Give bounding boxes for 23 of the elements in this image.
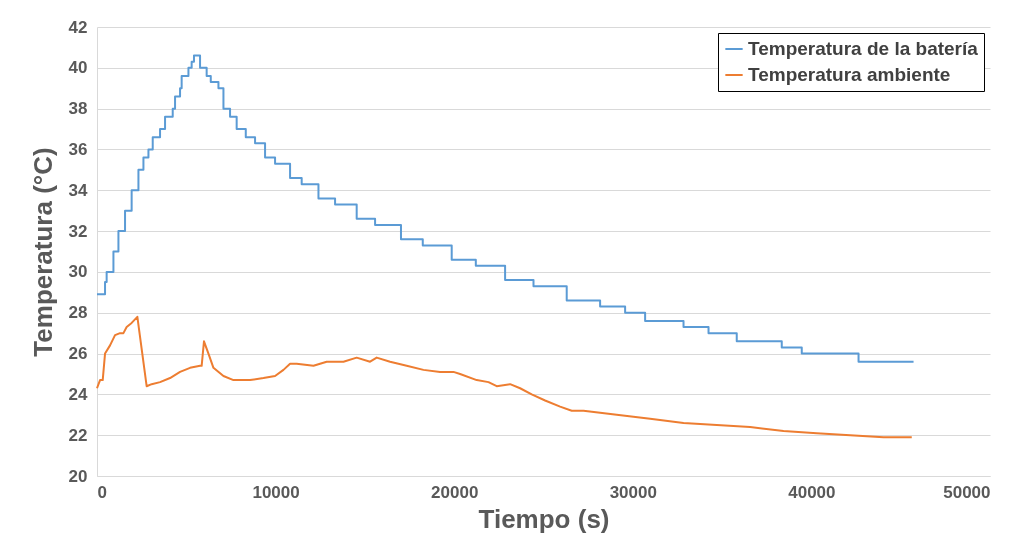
- y-tick-label: 20: [68, 466, 88, 486]
- x-tick-label: 20000: [431, 482, 479, 502]
- y-tick-label: 28: [68, 303, 88, 323]
- y-tick-label: 24: [68, 384, 89, 404]
- y-tick-label: 34: [68, 180, 89, 200]
- x-tick-label: 30000: [609, 482, 657, 502]
- y-axis-title: Temperatura (°C): [27, 147, 58, 357]
- y-tick-label: 38: [68, 99, 88, 119]
- x-tick-label: 40000: [788, 482, 836, 502]
- line-series: [96, 315, 913, 439]
- y-tick-label: 32: [68, 221, 88, 241]
- x-tick-label: 10000: [252, 482, 300, 502]
- y-tick-label: 22: [68, 425, 88, 445]
- legend-label: Temperatura de la batería: [748, 38, 979, 59]
- y-tick-label: 36: [68, 139, 88, 159]
- x-tick-label: 0: [97, 482, 107, 502]
- y-tick-label: 40: [68, 58, 88, 78]
- x-tick-label: 50000: [943, 482, 991, 502]
- x-axis-title: Tiempo (s): [478, 503, 610, 534]
- legend-label: Temperatura ambiente: [748, 64, 951, 85]
- y-tick-label: 30: [68, 262, 88, 282]
- y-tick-label: 42: [68, 17, 88, 37]
- y-tick-label: 26: [68, 344, 88, 364]
